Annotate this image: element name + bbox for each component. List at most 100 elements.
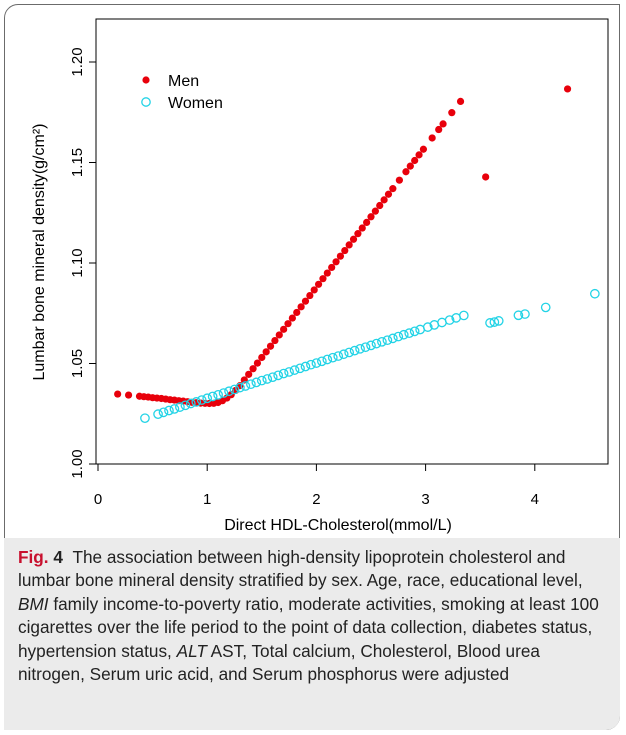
men-point bbox=[245, 370, 253, 378]
women-point bbox=[398, 329, 409, 340]
men-point bbox=[288, 314, 296, 322]
men-point bbox=[448, 109, 456, 117]
women-point bbox=[224, 386, 234, 397]
y-tick-label: 1.10 bbox=[69, 248, 86, 277]
x-tick-label: 0 bbox=[94, 491, 102, 508]
women-point bbox=[196, 395, 207, 405]
men-point bbox=[301, 297, 310, 305]
women-point bbox=[360, 342, 371, 353]
women-point bbox=[213, 390, 223, 400]
men-point bbox=[306, 291, 314, 300]
women-point bbox=[262, 374, 273, 384]
men-point bbox=[395, 176, 403, 184]
women-point bbox=[273, 370, 284, 381]
women-point bbox=[590, 288, 600, 299]
men-point bbox=[415, 151, 423, 159]
men-point bbox=[358, 224, 366, 232]
women-point bbox=[207, 391, 218, 402]
women-point bbox=[267, 372, 278, 383]
women-point bbox=[235, 382, 245, 393]
women-point bbox=[175, 402, 185, 412]
women-point bbox=[338, 349, 349, 360]
women-point bbox=[202, 393, 213, 404]
men-point bbox=[439, 120, 447, 128]
x-axis-label: Direct HDL-Cholesterol(mmol/L) bbox=[224, 517, 452, 534]
women-point bbox=[153, 409, 163, 420]
legend: Men Women bbox=[141, 73, 223, 112]
y-axis: 1.00 1.05 1.10 1.15 1.20 bbox=[69, 47, 96, 479]
women-point bbox=[229, 384, 240, 395]
women-point bbox=[327, 352, 338, 363]
women-point bbox=[344, 347, 355, 358]
men-point bbox=[371, 207, 379, 215]
legend-label-men: Men bbox=[168, 73, 199, 90]
legend-marker-men bbox=[142, 76, 150, 84]
caption-box: Fig. 4 The association between high-dens… bbox=[4, 538, 620, 730]
y-tick-label: 1.05 bbox=[69, 349, 86, 378]
men-point bbox=[336, 252, 345, 260]
men-point bbox=[367, 213, 375, 221]
women-point bbox=[289, 365, 300, 375]
caption-text-2: family income-to-poverty ratio, moderate… bbox=[18, 593, 599, 661]
men-point bbox=[275, 331, 283, 339]
caption-text-1: The association between high-density lip… bbox=[18, 547, 583, 591]
x-tick-label: 4 bbox=[531, 491, 539, 508]
legend-label-women: Women bbox=[168, 95, 223, 112]
women-point bbox=[240, 381, 251, 391]
men-point bbox=[114, 390, 122, 398]
men-point bbox=[328, 263, 336, 272]
women-point bbox=[489, 317, 500, 327]
women-point bbox=[317, 356, 327, 367]
men-point bbox=[249, 365, 257, 373]
figure-caption: Fig. 4 The association between high-dens… bbox=[18, 546, 606, 686]
x-tick-label: 2 bbox=[312, 491, 320, 508]
women-point bbox=[218, 388, 229, 398]
men-point bbox=[384, 190, 393, 198]
men-point bbox=[389, 185, 397, 193]
figure-label: Fig. bbox=[18, 547, 49, 567]
women-point bbox=[191, 397, 202, 407]
men-point bbox=[402, 168, 410, 176]
men-point bbox=[323, 269, 331, 277]
women-point bbox=[444, 315, 455, 325]
women-point bbox=[251, 377, 262, 388]
caption-alt: ALT bbox=[176, 640, 207, 661]
women-point bbox=[256, 375, 267, 386]
women-point bbox=[366, 340, 376, 351]
men-point bbox=[319, 275, 327, 283]
y-tick-label: 1.15 bbox=[69, 148, 86, 177]
men-point bbox=[419, 145, 428, 153]
men-point bbox=[310, 286, 318, 294]
men-point bbox=[253, 359, 262, 367]
women-point bbox=[349, 345, 360, 356]
men-point bbox=[314, 280, 323, 288]
women-point bbox=[458, 310, 469, 321]
y-tick-label: 1.20 bbox=[69, 47, 86, 76]
women-point bbox=[140, 413, 150, 424]
men-point bbox=[456, 97, 465, 105]
women-point bbox=[355, 343, 365, 354]
women-point bbox=[322, 354, 333, 365]
men-point bbox=[376, 201, 384, 210]
men-point bbox=[284, 320, 292, 328]
women-point bbox=[485, 318, 495, 328]
x-tick-label: 3 bbox=[421, 491, 429, 508]
men-point bbox=[345, 241, 353, 249]
y-tick-label: 1.00 bbox=[69, 449, 86, 478]
women-point bbox=[377, 336, 387, 347]
legend-marker-women bbox=[141, 97, 151, 107]
men-point bbox=[411, 156, 419, 165]
men-point bbox=[563, 85, 572, 93]
men-point bbox=[271, 336, 279, 345]
women-point bbox=[393, 331, 404, 342]
y-axis-label: Lumbar bone mineral density(g/cm²) bbox=[31, 124, 48, 381]
men-point bbox=[258, 353, 266, 362]
men-point bbox=[482, 173, 490, 181]
women-point bbox=[300, 361, 311, 372]
women-point bbox=[387, 333, 398, 344]
men-point bbox=[297, 303, 305, 311]
women-point bbox=[158, 407, 169, 418]
x-axis: 0 1 2 3 4 bbox=[94, 464, 539, 508]
men-point bbox=[363, 218, 371, 226]
women-point bbox=[513, 310, 524, 321]
